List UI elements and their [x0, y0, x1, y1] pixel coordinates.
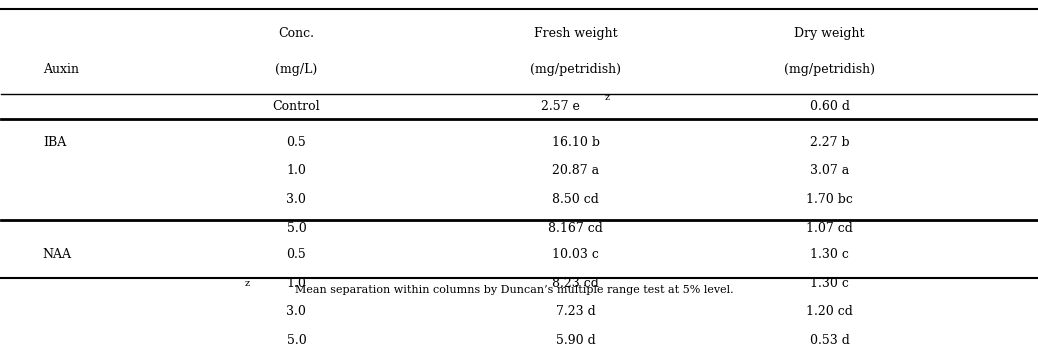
Text: 16.10 b: 16.10 b: [552, 136, 600, 149]
Text: 3.07 a: 3.07 a: [810, 164, 849, 177]
Text: 3.0: 3.0: [286, 305, 306, 319]
Text: 0.53 d: 0.53 d: [810, 334, 849, 344]
Text: 5.0: 5.0: [286, 334, 306, 344]
Text: 8.167 cd: 8.167 cd: [548, 222, 603, 235]
Text: z: z: [245, 279, 250, 288]
Text: (mg/petridish): (mg/petridish): [784, 63, 875, 76]
Text: 1.30 c: 1.30 c: [810, 248, 849, 261]
Text: z: z: [605, 93, 610, 102]
Text: 3.0: 3.0: [286, 193, 306, 206]
Text: Auxin: Auxin: [43, 63, 79, 76]
Text: 10.03 c: 10.03 c: [552, 248, 599, 261]
Text: 0.5: 0.5: [286, 136, 306, 149]
Text: NAA: NAA: [43, 248, 72, 261]
Text: (mg/petridish): (mg/petridish): [530, 63, 622, 76]
Text: 5.0: 5.0: [286, 222, 306, 235]
Text: Mean separation within columns by Duncan’s multiple range test at 5% level.: Mean separation within columns by Duncan…: [295, 285, 733, 295]
Text: 1.0: 1.0: [286, 277, 306, 290]
Text: Dry weight: Dry weight: [794, 26, 865, 40]
Text: 1.70 bc: 1.70 bc: [807, 193, 853, 206]
Text: 1.20 cd: 1.20 cd: [807, 305, 853, 319]
Text: 2.57 e: 2.57 e: [541, 100, 580, 113]
Text: 1.07 cd: 1.07 cd: [807, 222, 853, 235]
Text: 8.23 cd: 8.23 cd: [552, 277, 599, 290]
Text: IBA: IBA: [43, 136, 66, 149]
Text: Fresh weight: Fresh weight: [535, 26, 618, 40]
Text: (mg/L): (mg/L): [275, 63, 318, 76]
Text: 1.30 c: 1.30 c: [810, 277, 849, 290]
Text: Conc.: Conc.: [278, 26, 315, 40]
Text: 5.90 d: 5.90 d: [556, 334, 596, 344]
Text: 2.27 b: 2.27 b: [810, 136, 849, 149]
Text: 8.50 cd: 8.50 cd: [552, 193, 599, 206]
Text: 1.0: 1.0: [286, 164, 306, 177]
Text: 20.87 a: 20.87 a: [552, 164, 600, 177]
Text: 7.23 d: 7.23 d: [556, 305, 596, 319]
Text: Control: Control: [273, 100, 321, 113]
Text: 0.5: 0.5: [286, 248, 306, 261]
Text: 0.60 d: 0.60 d: [810, 100, 849, 113]
